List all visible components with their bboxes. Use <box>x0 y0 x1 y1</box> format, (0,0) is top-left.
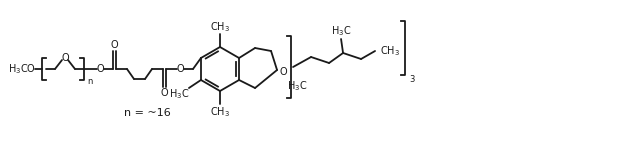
Text: CH$_3$: CH$_3$ <box>380 44 400 58</box>
Text: H$_3$C: H$_3$C <box>169 87 189 101</box>
Text: O: O <box>96 64 104 74</box>
Text: O: O <box>61 53 69 63</box>
Text: CH$_3$: CH$_3$ <box>210 105 230 119</box>
Text: O: O <box>176 64 184 74</box>
Text: CH$_3$: CH$_3$ <box>210 20 230 34</box>
Text: O: O <box>161 88 168 98</box>
Text: n: n <box>87 77 92 87</box>
Text: O: O <box>279 67 287 77</box>
Text: H$_3$CO: H$_3$CO <box>8 62 36 76</box>
Text: 3: 3 <box>409 76 415 85</box>
Text: H$_3$C: H$_3$C <box>331 24 351 38</box>
Text: O: O <box>111 40 118 50</box>
Text: H$_3$C: H$_3$C <box>287 79 307 93</box>
Text: n = ~16: n = ~16 <box>124 108 170 118</box>
